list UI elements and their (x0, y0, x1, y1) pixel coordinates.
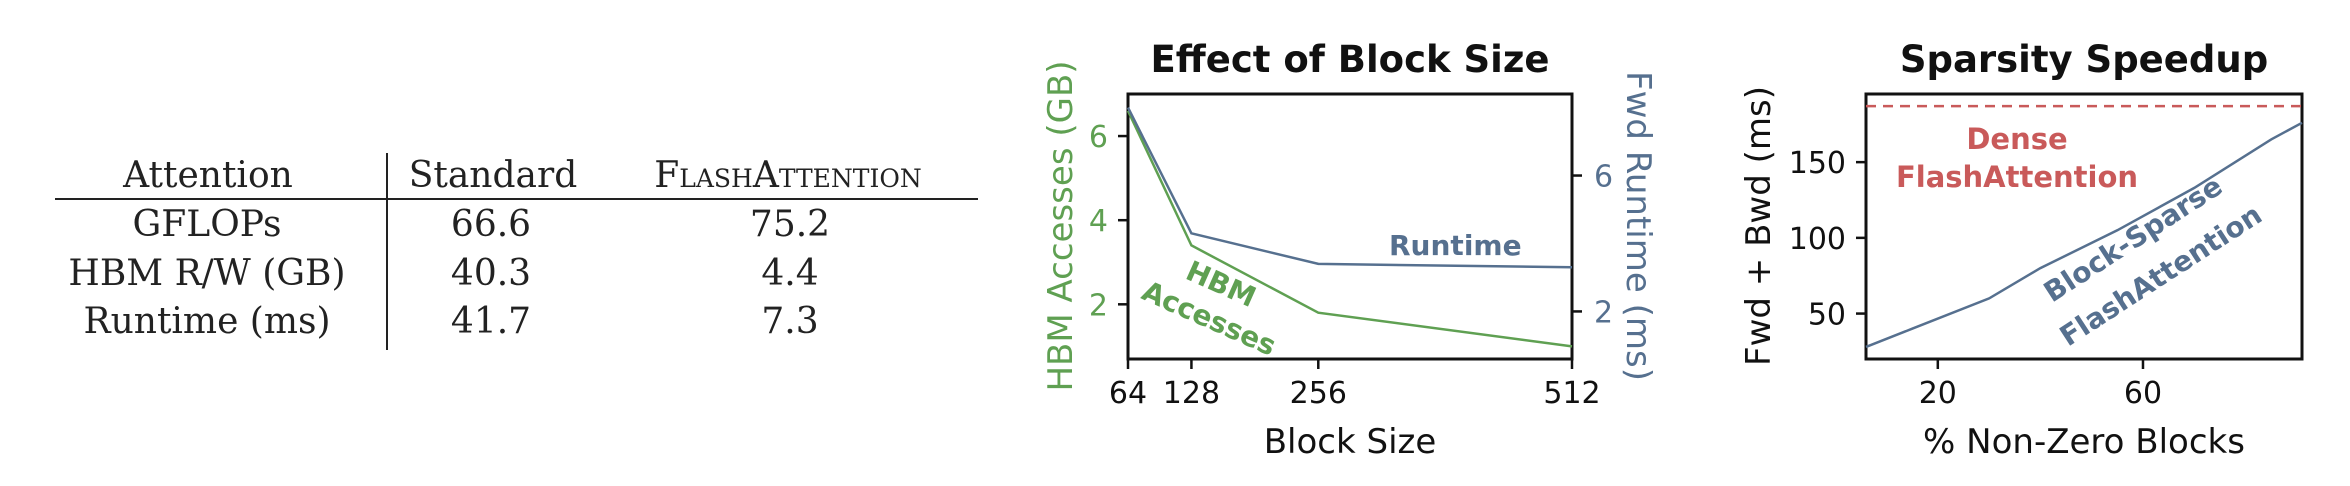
table-header-flashattention: FlashAttention (654, 155, 921, 196)
series-line-runtime (1126, 107, 1573, 269)
annotation-dense-flashattention: FlashAttention (1896, 160, 2138, 194)
series-line-block-sparse-flashattention (1865, 121, 2303, 349)
comparison-table: Attention Standard FlashAttention GFLOPs… (55, 153, 978, 350)
y-tick-label: 100 (1789, 222, 1846, 257)
chart-title: Effect of Block Size (1151, 38, 1550, 81)
annotation-dense: Dense (1966, 122, 2067, 156)
x-axis-label: Block Size (1264, 422, 1437, 462)
x-tick-label: 60 (2124, 376, 2162, 411)
y-tick-label-left: 2 (1089, 288, 1108, 323)
x-axis-label: % Non-Zero Blocks (1923, 422, 2245, 462)
y-tick-label: 50 (1808, 298, 1846, 333)
table-cell-standard: 66.6 (451, 204, 531, 245)
annotation-runtime: Runtime (1389, 229, 1522, 262)
table-cell-flashattention: 7.3 (761, 301, 818, 342)
table-row-label: GFLOPs (133, 204, 282, 245)
chart-title: Sparsity Speedup (1900, 38, 2268, 81)
series-line-hbm-accesses (1126, 110, 1573, 348)
table-cell-standard: 40.3 (451, 253, 531, 294)
y-axis-label-right: Fwd Runtime (ms) (1618, 71, 1658, 381)
y-axis-label: Fwd + Bwd (ms) (1739, 86, 1779, 366)
y-tick-label-right: 2 (1594, 295, 1613, 330)
x-tick-label: 20 (1919, 376, 1957, 411)
x-tick-label: 256 (1290, 376, 1347, 411)
table-cell-flashattention: 75.2 (750, 204, 830, 245)
x-tick-label: 512 (1543, 376, 1600, 411)
y-tick-label-left: 6 (1089, 120, 1108, 155)
y-tick-label-right: 6 (1594, 160, 1613, 195)
table-row-label: Runtime (ms) (83, 301, 330, 342)
table-header-standard: Standard (409, 155, 578, 196)
table-cell-standard: 41.7 (451, 301, 531, 342)
y-tick-label: 150 (1789, 146, 1846, 181)
table-header-attention: Attention (122, 155, 293, 196)
table-cell-flashattention: 4.4 (761, 253, 818, 294)
plot-frame (1126, 92, 1574, 361)
y-axis-label-left: HBM Accesses (GB) (1041, 60, 1081, 391)
plot-frame (1864, 92, 2304, 361)
chart-sparsity-speedup: Sparsity Speedup 20 60 50 100 150 % Non-Zero… (1739, 38, 2304, 462)
chart-block-size: Effect of Block Size 64 128 256 512 2 4 6 2 6 Bl… (1041, 38, 1658, 462)
x-tick-label: 128 (1163, 376, 1220, 411)
x-tick-label: 64 (1109, 376, 1147, 411)
y-tick-label-left: 4 (1089, 204, 1108, 239)
table-row-label: HBM R/W (GB) (68, 253, 345, 294)
